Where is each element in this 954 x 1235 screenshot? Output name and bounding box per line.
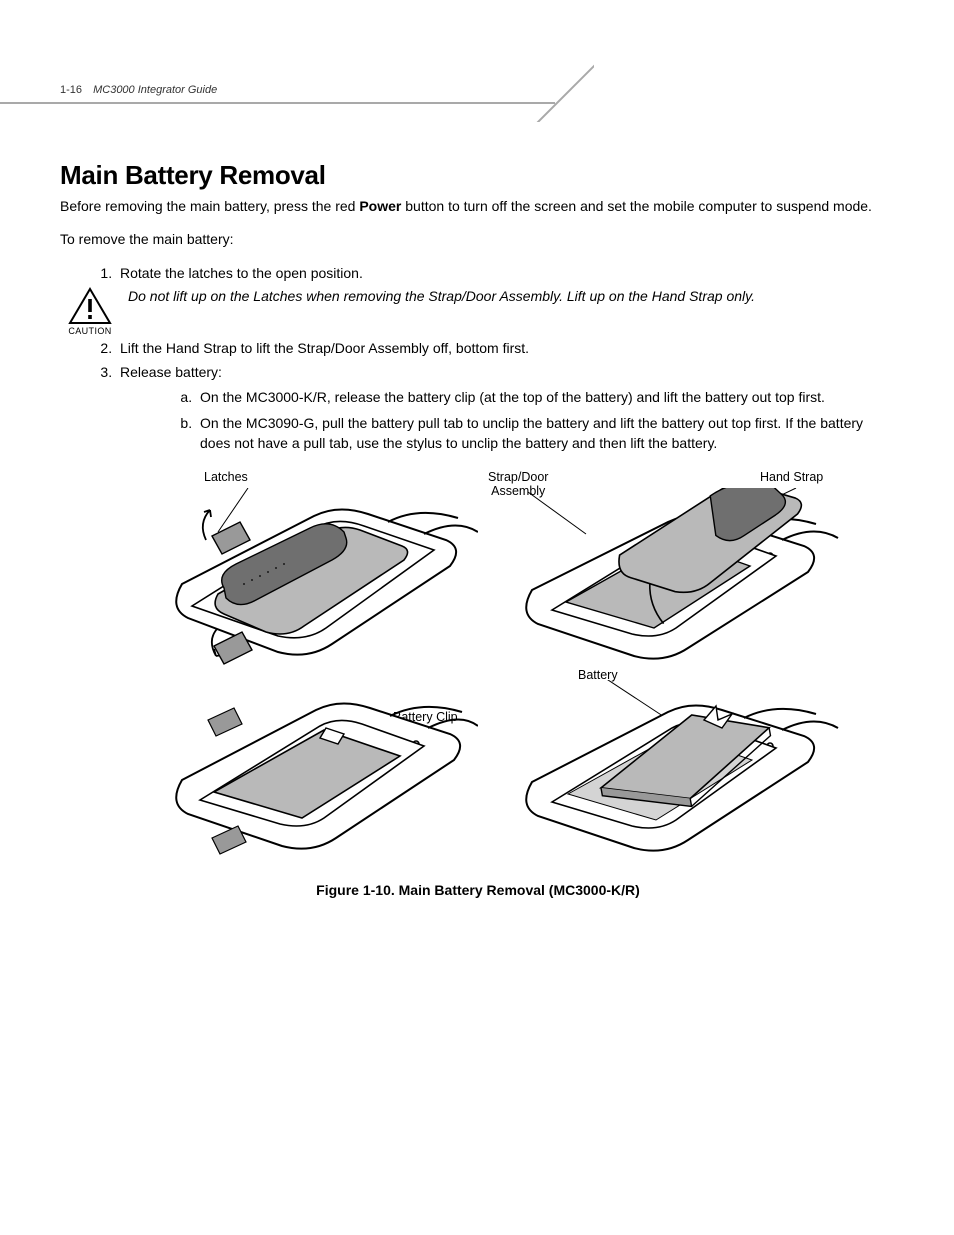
step-3a: On the MC3000-K/R, release the battery c… <box>196 387 896 407</box>
substeps-list: On the MC3000-K/R, release the battery c… <box>120 387 896 454</box>
steps-list-cont: Lift the Hand Strap to lift the Strap/Do… <box>60 338 896 453</box>
label-latches: Latches <box>204 470 248 484</box>
steps-list: Rotate the latches to the open position. <box>60 263 896 283</box>
lead-in-paragraph: To remove the main battery: <box>60 230 896 249</box>
figure-panel-1 <box>158 488 478 668</box>
step-3: Release battery: On the MC3000-K/R, rele… <box>116 362 896 453</box>
intro-text-before: Before removing the main battery, press … <box>60 198 359 214</box>
intro-power-word: Power <box>359 198 401 214</box>
caution-label: CAUTION <box>64 326 116 336</box>
intro-text-after: button to turn off the screen and set th… <box>401 198 872 214</box>
step-3b: On the MC3090-G, pull the battery pull t… <box>196 413 896 454</box>
label-hand-strap: Hand Strap <box>760 470 823 484</box>
figure-panel-2 <box>508 488 848 668</box>
step-3-text: Release battery: <box>120 364 222 380</box>
header-rule <box>0 102 555 104</box>
page-number-block: 1-16 MC3000 Integrator Guide <box>60 84 217 96</box>
intro-paragraph: Before removing the main battery, press … <box>60 197 896 216</box>
figure-panel-4 <box>508 680 848 860</box>
step-2: Lift the Hand Strap to lift the Strap/Do… <box>116 338 896 358</box>
figure-caption: Figure 1-10. Main Battery Removal (MC300… <box>60 882 896 898</box>
caution-text: Do not lift up on the Latches when remov… <box>116 287 755 305</box>
caution-block: CAUTION Do not lift up on the Latches wh… <box>60 287 896 336</box>
step-1: Rotate the latches to the open position. <box>116 263 896 283</box>
header-diagonal <box>534 62 594 122</box>
page-number: 1-16 <box>60 84 82 96</box>
figure-1-10: Latches Strap/Door Assembly Hand Strap B… <box>108 470 848 870</box>
section-heading: Main Battery Removal <box>60 160 896 191</box>
figure-panel-3 <box>158 680 478 860</box>
guide-title: MC3000 Integrator Guide <box>93 84 217 96</box>
caution-icon: CAUTION <box>64 287 116 336</box>
